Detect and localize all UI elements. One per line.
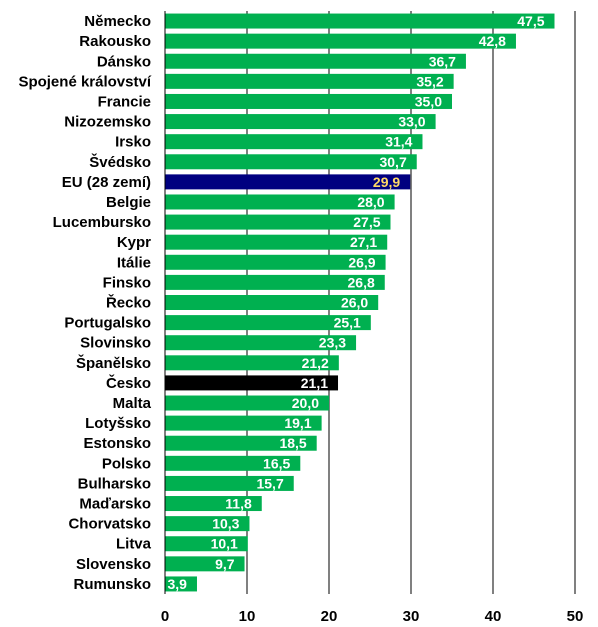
- bar-13: [165, 274, 385, 290]
- bar-2: [165, 53, 466, 69]
- bar-15: [165, 315, 371, 331]
- bar-18: [165, 375, 339, 391]
- value-label-2: 36,7: [429, 53, 456, 69]
- category-label-3: Spojené království: [18, 73, 151, 90]
- bar-28: [165, 576, 197, 592]
- bar-20: [165, 415, 322, 431]
- category-label-25: Chorvatsko: [68, 516, 151, 533]
- value-label-7: 30,7: [379, 154, 406, 170]
- x-tick-label-1: 10: [239, 608, 256, 625]
- value-label-18: 21,1: [301, 375, 328, 391]
- bar-25: [165, 516, 250, 532]
- value-label-1: 42,8: [479, 33, 506, 49]
- bar-17: [165, 355, 339, 371]
- bar-3: [165, 73, 454, 89]
- category-label-12: Itálie: [117, 254, 151, 271]
- category-label-21: Estonsko: [83, 435, 151, 452]
- value-label-8: 29,9: [373, 174, 400, 190]
- bar-27: [165, 556, 245, 572]
- value-label-3: 35,2: [416, 73, 443, 89]
- category-label-10: Lucembursko: [53, 214, 151, 231]
- value-label-14: 26,0: [341, 295, 368, 311]
- bar-14: [165, 295, 379, 310]
- category-label-14: Řecko: [106, 294, 151, 312]
- bar-11: [165, 234, 388, 250]
- bar-1: [165, 33, 516, 49]
- category-label-13: Finsko: [103, 274, 151, 291]
- bar-23: [165, 475, 294, 491]
- bar-5: [165, 114, 436, 130]
- value-label-17: 21,2: [302, 355, 329, 371]
- value-label-20: 19,1: [284, 415, 311, 431]
- category-label-2: Dánsko: [97, 53, 151, 70]
- category-label-19: Malta: [113, 395, 152, 412]
- category-label-22: Polsko: [102, 455, 151, 472]
- bar-22: [165, 455, 301, 471]
- category-label-8: EU (28 zemí): [62, 174, 151, 191]
- category-label-7: Švédsko: [89, 153, 151, 171]
- category-label-11: Kypr: [117, 234, 151, 251]
- category-label-15: Portugalsko: [64, 315, 151, 332]
- value-label-6: 31,4: [385, 134, 412, 150]
- value-label-9: 28,0: [357, 194, 384, 210]
- bar-6: [165, 134, 423, 150]
- bar-4: [165, 93, 452, 109]
- value-label-19: 20,0: [292, 395, 319, 411]
- value-label-13: 26,8: [348, 274, 375, 290]
- bar-16: [165, 335, 357, 351]
- category-label-28: Rumunsko: [73, 576, 151, 593]
- category-label-24: Maďarsko: [79, 496, 151, 513]
- bar-12: [165, 254, 386, 270]
- bar-9: [165, 194, 395, 210]
- category-label-5: Nizozemsko: [64, 114, 151, 131]
- category-label-27: Slovensko: [76, 556, 151, 573]
- value-label-23: 15,7: [256, 475, 283, 491]
- category-label-20: Lotyšsko: [85, 415, 151, 432]
- category-label-0: Německo: [84, 13, 151, 30]
- value-label-26: 10,1: [211, 536, 238, 552]
- category-label-23: Bulharsko: [78, 475, 151, 492]
- category-label-1: Rakousko: [79, 33, 151, 50]
- value-label-21: 18,5: [279, 435, 306, 451]
- x-tick-label-2: 20: [321, 608, 338, 625]
- x-tick-label-0: 0: [161, 608, 169, 625]
- bar-21: [165, 435, 317, 451]
- bar-19: [165, 395, 329, 411]
- value-label-27: 9,7: [215, 556, 235, 572]
- value-label-0: 47,5: [517, 13, 544, 29]
- category-label-9: Belgie: [106, 194, 151, 211]
- value-label-11: 27,1: [350, 234, 377, 250]
- value-label-12: 26,9: [348, 254, 375, 270]
- value-label-24: 11,8: [225, 496, 252, 512]
- bar-0: [165, 13, 555, 29]
- bar-10: [165, 214, 391, 230]
- category-label-6: Irsko: [115, 134, 151, 151]
- x-tick-label-5: 50: [567, 608, 584, 625]
- value-label-22: 16,5: [263, 455, 290, 471]
- category-label-26: Litva: [116, 536, 152, 553]
- value-label-28: 3,9: [168, 576, 188, 592]
- value-label-5: 33,0: [398, 114, 425, 130]
- bar-24: [165, 496, 262, 512]
- x-tick-label-3: 30: [403, 608, 420, 625]
- category-label-4: Francie: [98, 93, 151, 110]
- value-label-16: 23,3: [319, 335, 346, 351]
- category-label-17: Španělsko: [76, 354, 151, 372]
- bar-8: [165, 174, 411, 190]
- value-label-15: 25,1: [334, 315, 361, 331]
- x-tick-label-4: 40: [485, 608, 502, 625]
- bar-26: [165, 536, 248, 552]
- bar-7: [165, 154, 417, 170]
- value-label-10: 27,5: [353, 214, 380, 230]
- category-label-18: Česko: [106, 374, 151, 392]
- value-label-25: 10,3: [212, 516, 239, 532]
- category-label-16: Slovinsko: [80, 335, 151, 352]
- value-label-4: 35,0: [415, 93, 442, 109]
